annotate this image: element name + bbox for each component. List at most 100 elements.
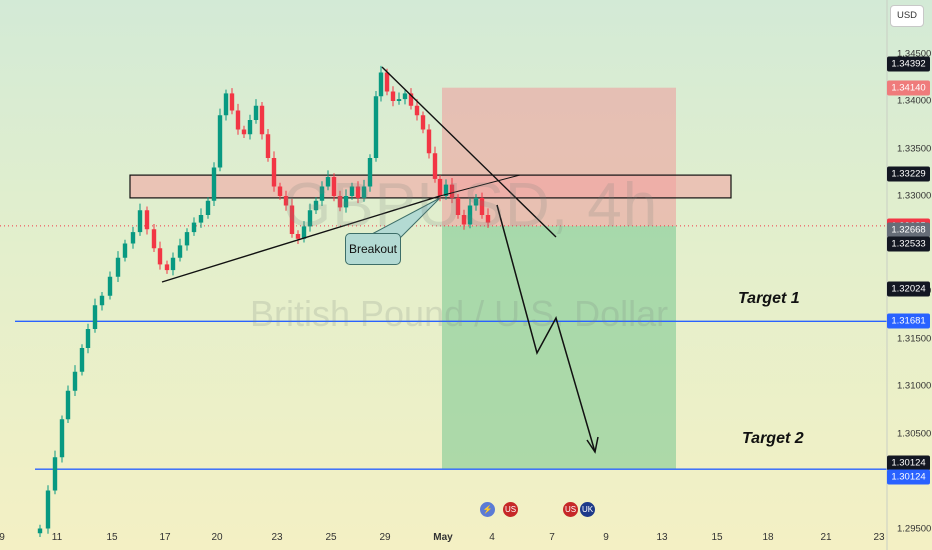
price-axis-label: 1.33500 [897,143,932,154]
currency-button[interactable]: USD [890,5,924,27]
date-axis-label: 13 [656,532,668,543]
candle [253,99,259,124]
candle [396,92,402,105]
date-axis-label: May [433,532,453,543]
candle [378,65,384,102]
price-tag: 1.33229 [887,166,930,182]
candle [473,194,479,211]
candle [455,194,461,219]
price-axis-label: 1.33000 [897,190,932,202]
candle [79,344,85,376]
candle [137,203,143,236]
date-axis-label: 15 [106,532,118,543]
candle [467,198,473,229]
candle [151,224,157,253]
price-axis-label: 1.30500 [897,428,932,439]
date-axis-label: 21 [820,532,832,543]
candle [432,146,438,183]
candle [184,228,190,251]
rising-trendline-extension [439,174,521,197]
target-1-label: Target 1 [738,290,800,307]
candle [443,179,449,200]
projection-arrow [496,204,596,453]
candle [130,226,136,249]
candle [337,190,343,212]
candle [367,154,373,192]
candle [349,182,355,200]
candle [437,175,443,202]
candle [331,173,337,202]
date-axis-label: 23 [271,532,283,543]
candle [223,89,229,121]
candle [289,198,295,238]
us-flag-icon[interactable]: US [503,502,518,517]
price-axis-label: 1.31500 [897,333,932,344]
candle [355,181,361,204]
price-tag: 1.34392 [887,56,930,72]
candle [461,209,467,230]
candle [72,365,78,396]
candle [37,524,43,538]
candle [85,323,91,354]
candle [229,88,235,115]
resistance-zone [129,174,732,199]
candle [59,415,65,463]
date-axis-label: 23 [873,532,885,543]
candle [52,450,58,495]
candle [45,485,51,534]
uk-flag-icon[interactable]: UK [580,502,595,517]
rising-trendline [161,195,441,283]
candle [265,129,271,162]
falling-trendline [381,66,557,238]
lightning-icon[interactable]: ⚡ [480,502,495,517]
price-tag: 1.32533 [887,236,930,252]
candle [191,217,197,236]
candle [205,196,211,219]
candle [92,298,98,333]
date-axis-label: 17 [159,532,171,543]
date-axis-label: 11 [51,532,63,543]
date-axis-label: 25 [325,532,337,543]
date-axis-label: 7 [549,532,555,543]
candle [384,68,390,96]
candle [164,260,170,274]
candle [426,124,432,159]
candle [277,182,283,200]
candle [241,125,247,139]
price-tag: 1.34140 [887,80,930,96]
candle [319,181,325,206]
candle [295,230,301,244]
date-axis-label: 4 [489,532,495,543]
candle [283,190,289,211]
breakout-label: Breakout [345,233,401,265]
candle [408,88,414,110]
candle [198,208,204,228]
date-axis-label: 15 [711,532,723,543]
price-tag: 1.31681 [887,313,930,329]
candle [420,111,426,134]
candle [177,238,183,262]
date-axis-label: 9 [603,532,609,543]
price-axis-label: 1.34000 [897,95,932,107]
candle [211,162,217,206]
date-axis-label: 29 [379,532,391,543]
candle [361,179,367,202]
projection-arrow-head [586,436,599,454]
price-tag: 1.30124 [887,469,930,485]
target-2-label: Target 2 [742,430,804,447]
candle [373,91,379,162]
candle [414,99,420,121]
candle [107,271,113,300]
candle [157,241,163,270]
price-axis-label: 1.31000 [897,380,932,392]
candle [170,252,176,276]
candle [235,103,241,135]
us-flag-icon[interactable]: US [563,502,578,517]
date-axis-label: 9 [0,532,5,543]
candle [307,203,313,232]
price-axis-label: 1.29500 [897,523,932,534]
candle [325,170,331,191]
candle [122,239,128,262]
